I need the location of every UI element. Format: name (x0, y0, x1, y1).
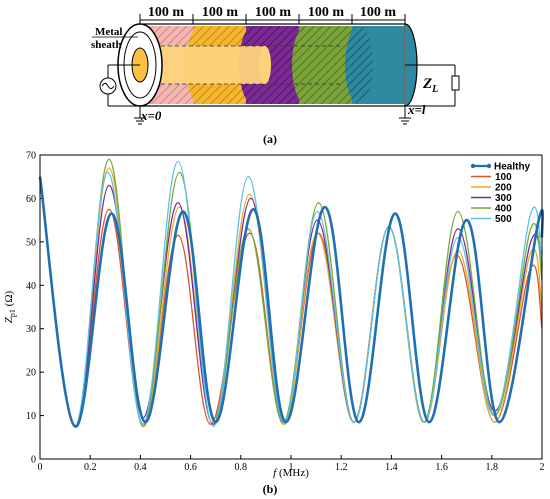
series-line-500 (39, 160, 543, 428)
x-tick-label: 0.4 (134, 462, 147, 473)
y-tick-label: 50 (26, 237, 36, 248)
series-line-healthy (38, 176, 545, 428)
y-tick-label: 10 (26, 411, 36, 422)
panel-a-cable-diagram: 100 m 100 m 100 m 100 m 100 m Metal shea… (91, 5, 460, 125)
legend-label: 300 (495, 193, 512, 204)
x-tick-label: 0 (38, 462, 43, 473)
x-tick-label: 1.6 (435, 462, 448, 473)
y-tick-label: 40 (26, 281, 36, 292)
x-axis-label: f (MHz) (273, 467, 309, 479)
legend-marker (470, 163, 476, 169)
series-line-400 (39, 158, 543, 428)
load-circuit (399, 64, 460, 125)
y-tick-label: 30 (26, 324, 36, 335)
legend-label: 200 (495, 183, 512, 194)
y-axis-label: Zp1 (Ω) (3, 290, 17, 323)
source-circuit (99, 64, 146, 125)
series-line-300 (39, 176, 543, 428)
legend-label: Healthy (494, 162, 531, 173)
x-tick-label: 1.2 (335, 462, 348, 473)
caption-a: (a) (263, 132, 277, 146)
y-tick-label: 0 (31, 455, 36, 466)
y-tick-label: 60 (26, 194, 36, 205)
legend-marker (486, 163, 492, 169)
plot-frame (39, 154, 543, 460)
x-tick-label: 0.6 (184, 462, 197, 473)
x0-label: x=0 (140, 108, 162, 123)
y-tick-label: 70 (26, 151, 36, 162)
metal-sheath-label-line2: sheath (91, 39, 122, 51)
load-label: ZL (422, 76, 438, 95)
legend-label: 400 (495, 204, 512, 215)
series-line-100 (39, 176, 543, 428)
x-tick-label: 1 (289, 462, 294, 473)
segment-label-4: 100 m (308, 5, 345, 20)
impedance-chart: 0 0.2 0.4 0.6 0.8 1 1.2 1.4 1.6 1.8 20102030405060… (3, 151, 545, 480)
x-tick-label: 1.8 (486, 462, 499, 473)
metal-sheath-label-line1: Metal (95, 26, 122, 38)
y-tick-label: 20 (26, 368, 36, 379)
x-tick-label: 2 (540, 462, 545, 473)
segment-label-5: 100 m (360, 5, 397, 20)
segment-dimensions (139, 14, 406, 26)
inner-conductor (145, 46, 265, 84)
x-tick-label: 0.2 (84, 462, 97, 473)
segment-label-2: 100 m (202, 5, 239, 20)
segment-label-1: 100 m (148, 5, 185, 20)
load-resistor-icon (451, 75, 460, 91)
legend-label: 100 (495, 172, 512, 183)
legend-label: 500 (495, 214, 512, 225)
segment-label-3: 100 m (255, 5, 292, 20)
x-tick-label: 0.8 (235, 462, 248, 473)
caption-b: (b) (263, 482, 278, 496)
series-line-200 (39, 167, 543, 428)
x-tick-label: 1.4 (385, 462, 398, 473)
xl-label: x=l (407, 102, 426, 117)
